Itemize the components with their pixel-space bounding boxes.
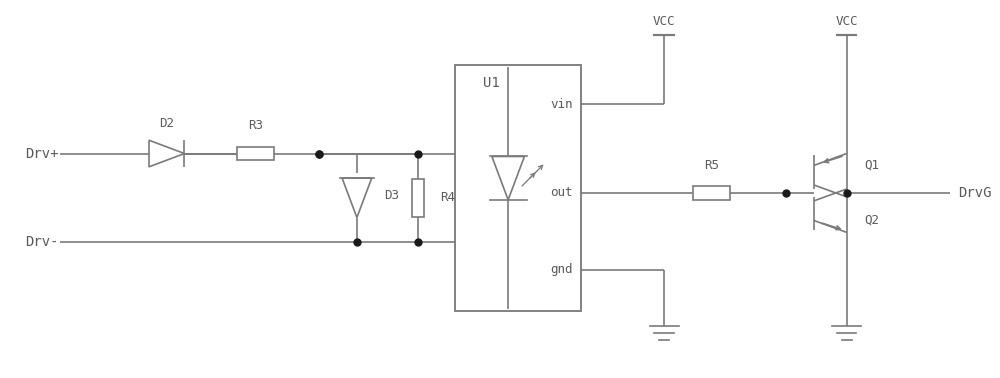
- Polygon shape: [492, 156, 524, 200]
- Bar: [693, 186, 730, 200]
- Text: vin: vin: [550, 98, 573, 111]
- Text: R4: R4: [440, 191, 455, 204]
- Text: VCC: VCC: [653, 15, 676, 28]
- Text: VCC: VCC: [835, 15, 858, 28]
- Text: U1: U1: [483, 76, 500, 90]
- Text: D3: D3: [384, 189, 399, 202]
- Text: R5: R5: [704, 159, 719, 172]
- Text: Drv-: Drv-: [25, 235, 58, 249]
- Text: DrvG: DrvG: [958, 186, 991, 200]
- Bar: [455, 65, 581, 311]
- Text: R3: R3: [248, 119, 263, 132]
- Bar: [412, 179, 424, 217]
- Text: D2: D2: [159, 118, 174, 130]
- Bar: [237, 147, 274, 160]
- Polygon shape: [149, 140, 184, 167]
- Text: Drv+: Drv+: [25, 147, 58, 161]
- Polygon shape: [342, 178, 372, 218]
- Text: Q1: Q1: [864, 159, 879, 172]
- Text: out: out: [550, 186, 573, 200]
- Text: Q2: Q2: [864, 214, 879, 227]
- Text: gnd: gnd: [550, 263, 573, 276]
